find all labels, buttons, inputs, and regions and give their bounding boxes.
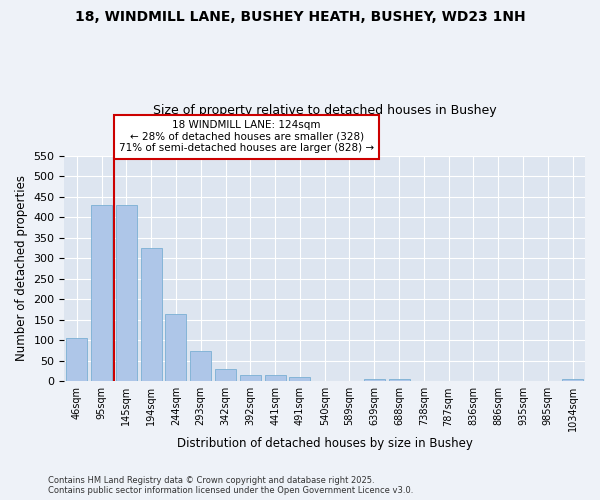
Bar [389, 380, 410, 382]
Bar [140, 248, 162, 382]
Bar [66, 338, 88, 382]
Bar [166, 314, 187, 382]
Bar [215, 369, 236, 382]
Bar [364, 380, 385, 382]
Text: Contains HM Land Registry data © Crown copyright and database right 2025.
Contai: Contains HM Land Registry data © Crown c… [48, 476, 413, 495]
Bar [190, 350, 211, 382]
Bar [289, 377, 310, 382]
Bar [562, 380, 583, 382]
Text: 18, WINDMILL LANE, BUSHEY HEATH, BUSHEY, WD23 1NH: 18, WINDMILL LANE, BUSHEY HEATH, BUSHEY,… [74, 10, 526, 24]
Bar [240, 375, 261, 382]
Bar [91, 205, 112, 382]
X-axis label: Distribution of detached houses by size in Bushey: Distribution of detached houses by size … [177, 437, 473, 450]
Text: 18 WINDMILL LANE: 124sqm
← 28% of detached houses are smaller (328)
71% of semi-: 18 WINDMILL LANE: 124sqm ← 28% of detach… [119, 120, 374, 154]
Bar [116, 205, 137, 382]
Y-axis label: Number of detached properties: Number of detached properties [15, 176, 28, 362]
Bar [265, 375, 286, 382]
Title: Size of property relative to detached houses in Bushey: Size of property relative to detached ho… [153, 104, 497, 117]
